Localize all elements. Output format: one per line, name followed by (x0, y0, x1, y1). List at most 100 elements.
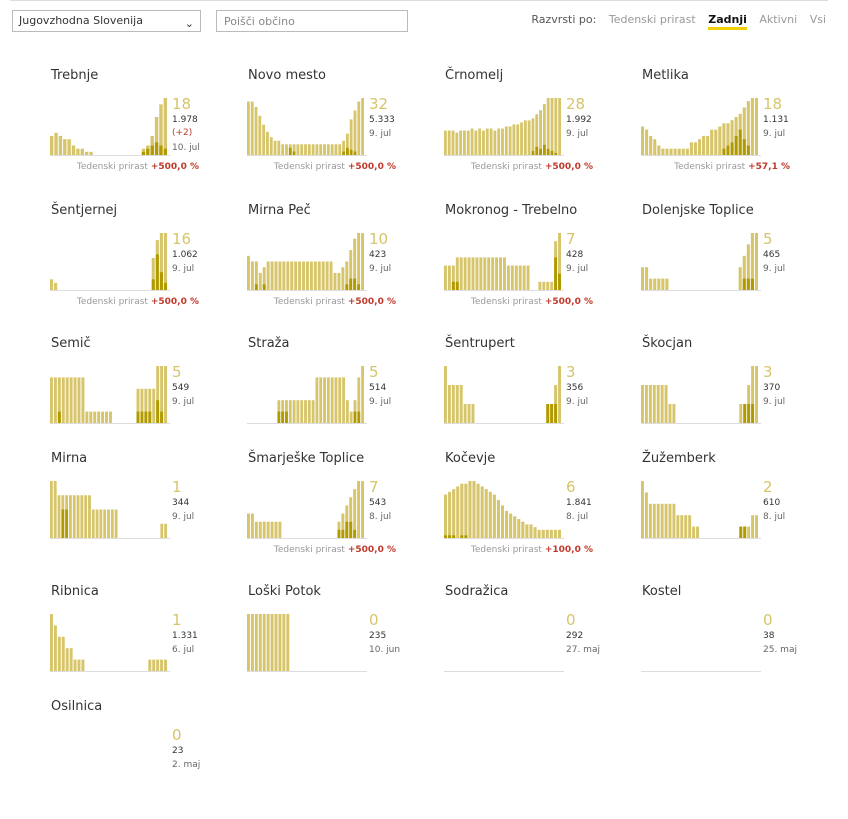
chart-bar (53, 377, 57, 423)
sort-weekly-growth[interactable]: Tedenski prirast (608, 13, 696, 26)
chart-bar (487, 257, 491, 290)
chart-bar (537, 529, 541, 538)
municipality-card[interactable]: Šentrupert 3 356 9. jul (444, 336, 624, 456)
chart-bar-recent (144, 411, 148, 423)
chart-bar (300, 144, 304, 155)
chart-bar (296, 400, 300, 423)
total-cases: 549 (172, 383, 190, 393)
chart-bar (258, 272, 262, 290)
chart-bar (480, 486, 484, 538)
latest-date: 27. maj (566, 645, 600, 655)
region-select[interactable]: Jugovzhodna Slovenija ⌄ (12, 10, 201, 32)
chart-bar (298, 261, 302, 290)
latest-cases-value: 5 (369, 363, 379, 381)
sort-active[interactable]: Aktivni (759, 13, 798, 26)
chart-bar (266, 261, 270, 290)
chart-bar (746, 101, 750, 155)
municipality-title: Sodražica (445, 584, 509, 599)
chart-bar (285, 144, 288, 155)
chart-bar-recent (292, 151, 296, 155)
chart-bar (463, 404, 467, 423)
sparkline-chart (247, 481, 367, 539)
sort-all[interactable]: Vsi (809, 13, 826, 26)
chart-bar (247, 101, 250, 155)
chart-bar (266, 131, 269, 155)
chart-bar (517, 519, 521, 538)
latest-date: 10. jun (369, 645, 401, 655)
municipality-card[interactable]: Mokronog - Trebelno 7 428 9. jul Tedenski pr… (444, 203, 624, 323)
municipality-card[interactable]: Osilnica 0 23 2. maj (50, 699, 230, 819)
latest-date: 2. maj (172, 760, 201, 770)
chart-bar (357, 377, 361, 423)
municipality-title: Škocjan (642, 336, 693, 351)
chart-bar (114, 509, 118, 538)
latest-date: 25. maj (763, 645, 797, 655)
chart-bar (247, 513, 250, 538)
chart-bar (512, 124, 516, 155)
municipality-card[interactable]: Šmarješke Toplice 7 543 8. jul Tedenski prir… (247, 451, 427, 571)
municipality-search-input[interactable] (216, 10, 408, 32)
municipality-card[interactable]: Žužemberk 2 610 8. jul (641, 451, 821, 571)
chart-bar (282, 614, 286, 671)
municipality-card[interactable]: Kočevje 6 1.841 8. jul Tedenski prirast +100… (444, 451, 624, 571)
municipality-card[interactable]: Straža 5 514 9. jul (247, 336, 427, 456)
municipality-card[interactable]: Metlika 18 1.131 9. jul Tedenski prirast +57… (641, 68, 821, 188)
chart-bar-recent (136, 411, 140, 423)
latest-date: 9. jul (172, 264, 195, 274)
chart-bar (254, 106, 258, 155)
chart-bar (101, 411, 105, 423)
chart-bar (545, 529, 549, 538)
chart-bar (270, 261, 274, 290)
weekly-growth-value: +100,0 % (544, 545, 593, 555)
chart-bar (685, 148, 689, 155)
latest-cases-value: 0 (172, 726, 182, 744)
municipality-card[interactable]: Škocjan 3 370 9. jul (641, 336, 821, 456)
chart-bar (755, 515, 758, 538)
municipality-card[interactable]: Sodražica 0 292 27. maj (444, 584, 624, 704)
chart-bar-recent (542, 144, 546, 155)
chart-bar-recent (61, 509, 65, 538)
latest-cases-value: 16 (172, 230, 192, 248)
municipality-card[interactable]: Novo mesto 32 5.333 9. jul Tedenski prirast … (247, 68, 427, 188)
chart-bar (296, 144, 300, 155)
chart-bar-recent (546, 148, 550, 155)
chart-bar (554, 98, 558, 155)
municipality-card[interactable]: Mirna 1 344 9. jul (50, 451, 230, 571)
chart-bar (288, 400, 292, 423)
chart-bar (665, 278, 669, 290)
municipality-card[interactable]: Kostel 0 38 25. maj (641, 584, 821, 704)
municipality-card[interactable]: Ribnica 1 1.331 6. jul (50, 584, 230, 704)
municipality-card[interactable]: Loški Potok 0 235 10. jun (247, 584, 427, 704)
sort-latest[interactable]: Zadnji (708, 13, 747, 30)
municipality-card[interactable]: Črnomelj 28 1.992 9. jul Tedenski prirast +5… (444, 68, 624, 188)
chart-bar (447, 130, 451, 155)
chart-bar (329, 261, 333, 290)
total-cases: 423 (369, 250, 387, 260)
chart-bar (668, 404, 672, 423)
chart-bar (533, 527, 537, 538)
chart-bar (754, 233, 758, 290)
municipality-title: Straža (248, 336, 290, 351)
latest-cases-value: 18 (172, 95, 192, 113)
chart-bar (505, 510, 509, 538)
municipality-card[interactable]: Dolenjske Toplice 5 465 9. jul (641, 203, 821, 323)
chart-bar (278, 521, 282, 538)
municipality-card[interactable]: Semič 5 549 9. jul (50, 336, 230, 456)
chart-bar (57, 377, 61, 423)
chart-bar (262, 521, 266, 538)
latest-cases-value: 0 (369, 611, 379, 629)
municipality-card[interactable]: Mirna Peč 10 423 9. jul Tedenski prirast +50… (247, 203, 427, 323)
chart-bar (692, 526, 696, 538)
chart-bar (151, 257, 155, 290)
chart-bar (649, 278, 653, 290)
chart-bar-recent (742, 278, 746, 290)
chart-bar (164, 523, 167, 538)
chart-bar-recent (739, 526, 743, 538)
municipality-card[interactable]: Trebnje 18 1.978 (+2) 10. jul Tedenski priras… (50, 68, 230, 188)
municipality-card[interactable]: Šentjernej 16 1.062 9. jul Tedenski prirast … (50, 203, 230, 323)
chart-bar (269, 137, 273, 155)
chart-bar (326, 144, 330, 155)
chart-bar (484, 489, 488, 538)
weekly-growth-label: Tedenski prirast (273, 162, 345, 172)
chart-bar (557, 529, 561, 538)
